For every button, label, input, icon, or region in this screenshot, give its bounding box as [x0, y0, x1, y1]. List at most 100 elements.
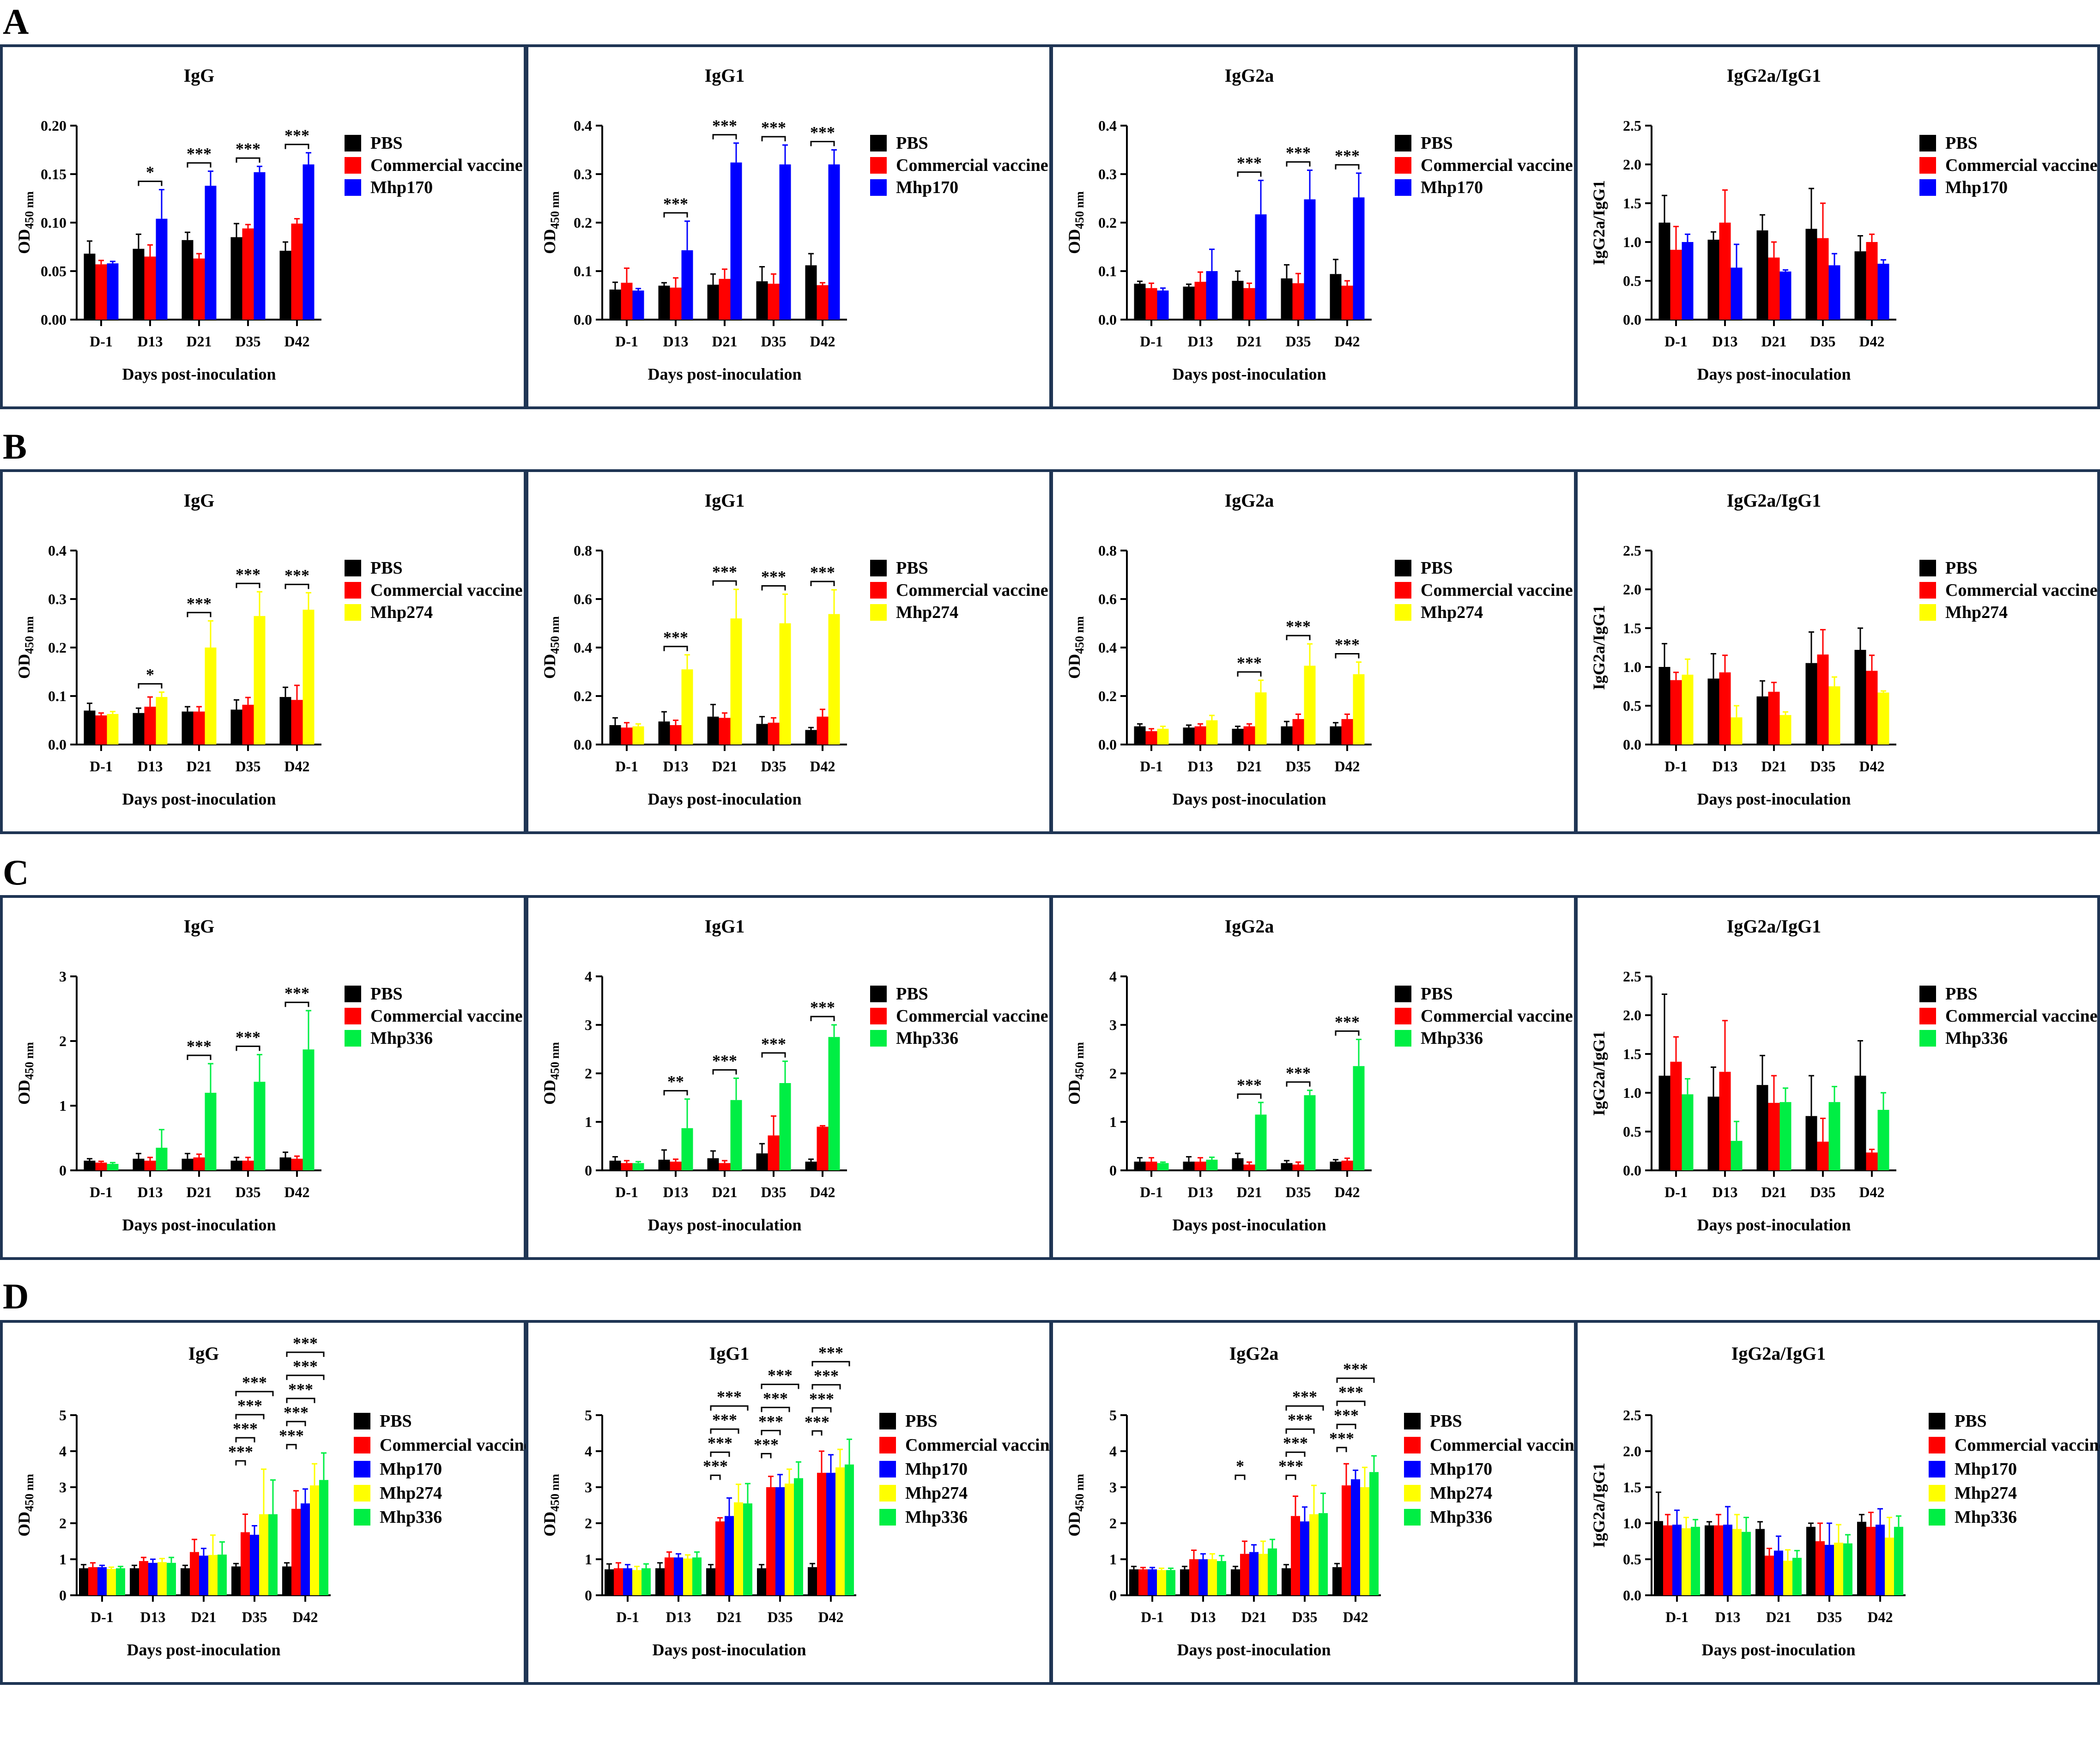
x-tick-label: D13	[1187, 758, 1213, 775]
x-tick-label: D-1	[90, 1184, 113, 1200]
y-axis-label-subscript: 450 nm	[548, 616, 562, 654]
x-tick-label: D21	[186, 333, 212, 350]
significance-label: ***	[712, 1052, 737, 1070]
bar-mhp274	[1157, 728, 1169, 745]
x-tick-label: D35	[235, 758, 260, 775]
bar-mhp336	[1217, 1561, 1226, 1595]
bar-commercial-vaccine	[768, 1135, 780, 1170]
bar-mhp170	[1828, 265, 1840, 320]
y-tick-label: 0.4	[574, 117, 592, 134]
x-axis-label: Days post-inoculation	[1172, 365, 1326, 383]
bar-mhp170	[148, 1562, 157, 1595]
bar-commercial-vaccine	[1866, 242, 1878, 320]
x-tick-label: D-1	[615, 1184, 638, 1200]
significance-bracket	[710, 1474, 721, 1480]
bar-mhp274	[1877, 692, 1889, 745]
legend-label-mhp170: Mhp170	[896, 178, 958, 197]
bar-pbs	[706, 1568, 715, 1595]
significance-label: ***	[1286, 617, 1311, 636]
x-axis-label: Days post-inoculation	[1177, 1641, 1331, 1659]
legend-swatch-commercial-vaccine	[870, 157, 887, 174]
y-tick-label: 0.0	[1623, 1587, 1641, 1604]
bar-commercial-vaccine	[1866, 671, 1878, 745]
significance-bracket	[761, 1429, 781, 1435]
y-tick-label: 3	[585, 1479, 592, 1496]
chart-title: IgG2a	[1225, 916, 1274, 937]
y-tick-label: 1	[585, 1551, 592, 1568]
significance-bracket	[1336, 1400, 1366, 1406]
legend-label-mhp336: Mhp336	[1945, 1029, 2008, 1048]
x-tick-label: D42	[284, 1184, 309, 1200]
bar-pbs	[1183, 727, 1195, 745]
legend-swatch-commercial-vaccine	[345, 1008, 361, 1024]
x-axis-label: Days post-inoculation	[122, 790, 276, 808]
legend-label-pbs: PBS	[1421, 984, 1453, 1004]
bar-mhp170	[775, 1487, 785, 1595]
y-tick-label: 0.0	[1098, 311, 1117, 328]
legend-swatch-pbs	[1395, 560, 1411, 576]
legend-swatch-mhp170	[345, 179, 361, 196]
bar-mhp274	[303, 610, 315, 745]
legend-label-pbs: PBS	[1945, 558, 1978, 578]
bar-commercial-vaccine	[1240, 1554, 1249, 1595]
x-tick-label: D42	[818, 1609, 843, 1625]
significance-bracket	[284, 583, 309, 589]
x-axis-label: Days post-inoculation	[1172, 1216, 1326, 1234]
legend-label-commercial-vaccine: Commercial vaccine	[1430, 1435, 1580, 1455]
bar-pbs	[1129, 1569, 1138, 1595]
y-tick-label: 0.3	[48, 591, 67, 607]
x-tick-label: D21	[716, 1609, 742, 1625]
x-tick-label: D35	[767, 1609, 793, 1625]
y-axis-label: OD450 nm	[1065, 1042, 1086, 1105]
significance-label: ***	[237, 1396, 262, 1415]
y-tick-label: 0.1	[48, 688, 67, 704]
legend-swatch-commercial-vaccine	[345, 582, 361, 599]
bar-commercial-vaccine	[144, 1161, 156, 1170]
significance-bracket	[236, 1045, 260, 1051]
bar-pbs	[1180, 1569, 1189, 1595]
significance-label: ***	[814, 1366, 839, 1385]
bar-pbs	[1332, 1567, 1342, 1595]
bar-pbs	[1806, 1526, 1816, 1595]
y-tick-label: 2.5	[1623, 542, 1641, 559]
bar-mhp170	[1723, 1525, 1732, 1595]
legend-swatch-pbs	[1929, 1413, 1945, 1429]
bar-mhp336	[681, 1128, 693, 1170]
bar-mhp170	[1206, 271, 1218, 320]
legend-label-mhp274: Mhp274	[1421, 603, 1483, 622]
x-tick-label: D13	[137, 758, 163, 775]
x-tick-label: D35	[1292, 1609, 1317, 1625]
bar-pbs	[609, 1161, 621, 1170]
significance-label: ***	[288, 1380, 313, 1399]
bar-mhp336	[1255, 1114, 1267, 1170]
bar-pbs	[1857, 1521, 1866, 1595]
x-tick-label: D35	[1285, 758, 1311, 775]
bar-mhp170	[681, 250, 693, 320]
significance-bracket	[761, 1453, 772, 1459]
bar-mhp274	[1206, 720, 1218, 745]
y-axis-label-subscript: 450 nm	[1073, 616, 1086, 654]
bar-commercial-vaccine	[1866, 1152, 1878, 1170]
significance-label: ***	[663, 628, 688, 647]
x-tick-label: D13	[663, 758, 688, 775]
bar-commercial-vaccine	[1292, 283, 1304, 320]
legend-swatch-mhp274	[1929, 1485, 1945, 1502]
bar-commercial-vaccine	[665, 1557, 674, 1595]
bar-mhp336	[1779, 1102, 1791, 1170]
bar-pbs	[230, 709, 242, 745]
bar-mhp170	[303, 164, 315, 320]
bar-commercial-vaccine	[1719, 1072, 1731, 1170]
bar-pbs	[231, 1566, 241, 1595]
bar-pbs	[756, 281, 768, 320]
bar-mhp336	[167, 1562, 176, 1595]
legend-swatch-pbs	[1395, 986, 1411, 1002]
bar-pbs	[230, 237, 242, 320]
legend-swatch-commercial-vaccine	[1395, 582, 1411, 599]
y-tick-label: 0.0	[574, 736, 592, 753]
y-axis-label: OD450 nm	[15, 1042, 36, 1105]
bar-mhp336	[1792, 1557, 1802, 1595]
significance-label: ***	[810, 563, 835, 581]
legend-label-pbs: PBS	[1945, 133, 1978, 153]
bar-commercial-vaccine	[95, 1163, 107, 1170]
bar-mhp170	[1731, 267, 1743, 320]
